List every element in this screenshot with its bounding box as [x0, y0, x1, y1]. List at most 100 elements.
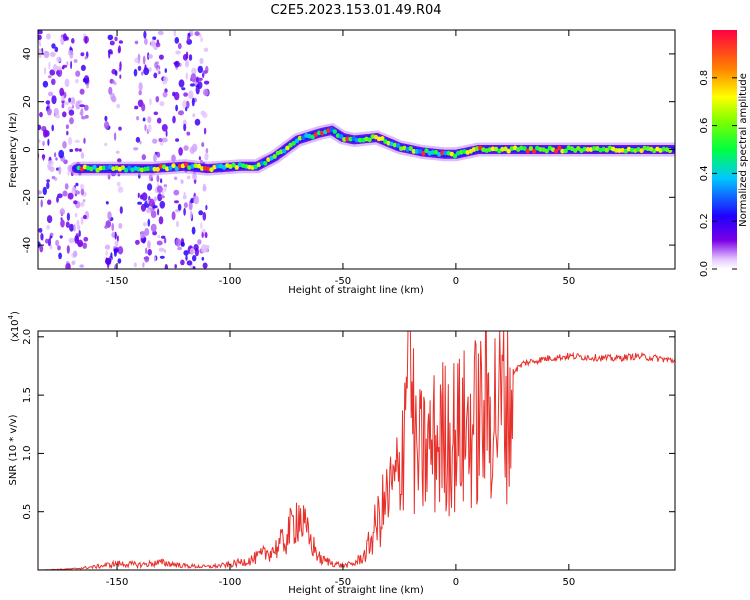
spectrogram-noise-cell: [200, 244, 207, 254]
spectrogram-noise-cell: [183, 92, 189, 97]
spectrogram-noise-cell: [74, 78, 79, 84]
spectrogram-noise-cell: [135, 239, 140, 245]
spectrogram-noise-cell: [107, 211, 112, 220]
spectrogram-ridge-cell: [152, 166, 157, 172]
spectrogram-ridge-cell: [645, 146, 651, 152]
spectrogram-noise-cell: [140, 194, 143, 200]
spectrogram-ridge-cell: [146, 166, 151, 172]
spectrogram-noise-cell: [197, 77, 203, 82]
spectrogram-noise-cell: [46, 215, 53, 224]
spectrogram-noise-cell: [136, 116, 140, 121]
spectrogram-noise-cell: [201, 232, 204, 238]
spectrogram-noise-cell: [183, 123, 187, 132]
spectrogram-noise-cell: [202, 88, 209, 96]
spectrogram-noise-cell: [80, 188, 85, 196]
spectrogram-noise-cell: [191, 226, 196, 235]
spectrogram-ridge-cell: [522, 146, 527, 152]
spectrogram-noise-cell: [42, 129, 48, 138]
spectrogram-x-tick-label: 50: [562, 276, 575, 287]
spectrogram-noise-cell: [192, 266, 196, 269]
spectrogram-noise-cell: [42, 154, 45, 161]
spectrogram-ridge-cell: [563, 148, 568, 154]
spectrogram-ridge-cell: [639, 148, 644, 154]
spectrogram-noise-cell: [160, 178, 163, 184]
spectrogram-noise-cell: [203, 127, 207, 135]
spectrogram-noise-cell: [191, 143, 198, 152]
spectrogram-noise-cell: [190, 197, 195, 204]
spectrogram-noise-cell: [193, 244, 199, 251]
spectrogram-y-tick-label: -40: [22, 237, 33, 253]
spectrogram-noise-cell: [205, 148, 209, 154]
spectrogram-noise-cell: [79, 264, 85, 268]
spectrogram-noise-cell: [74, 139, 80, 143]
spectrogram-ridge-cell: [285, 145, 290, 151]
spectrogram-noise-cell: [65, 263, 71, 269]
spectrogram-noise-cell: [186, 260, 193, 266]
spectrogram-noise-cell: [161, 137, 168, 143]
spectrogram-ridge-cell: [123, 167, 129, 173]
spectrogram-noise-cell: [192, 113, 196, 118]
spectrogram-noise-cell: [104, 115, 108, 122]
spectrogram-noise-cell: [178, 79, 185, 88]
spectrogram-noise-cell: [141, 154, 146, 161]
spectrogram-noise-cell: [68, 97, 71, 103]
spectrogram-noise-cell: [163, 249, 167, 253]
spectrogram-noise-cell: [147, 240, 151, 249]
spectrogram-y-axis-label: Frequency (Hz): [8, 112, 19, 188]
spectrogram-ridge-cell: [263, 160, 268, 166]
snr-x-tick-label: 0: [453, 577, 459, 588]
spectrogram-noise-cell: [164, 68, 167, 73]
spectrogram-noise-cell: [119, 61, 122, 71]
colorbar-tick-label: 0.8: [699, 70, 710, 86]
snr-x-tick-label: 50: [562, 577, 575, 588]
spectrogram-noise-cell: [134, 105, 139, 110]
snr-x-tick-label: -100: [219, 577, 242, 588]
spectrogram-noise-cell: [40, 199, 43, 208]
spectrogram-ridge-cell: [338, 134, 344, 139]
snr-y-tick-label: 1.5: [22, 387, 33, 403]
spectrogram-ridge-cell: [171, 163, 176, 169]
spectrogram-noise-cell: [199, 57, 204, 65]
spectrogram-ridge-cell: [414, 149, 420, 154]
spectrogram-noise-cell: [51, 175, 56, 180]
spectrogram-ridge-cell: [161, 164, 167, 170]
spectrogram-noise-cell: [159, 200, 166, 209]
spectrogram-noise-cell: [177, 203, 182, 211]
spectrogram-ridge-cell: [617, 148, 622, 153]
spectrogram-noise-cell: [81, 116, 86, 120]
spectrogram-noise-cell: [111, 223, 114, 232]
spectrogram-noise-cell: [177, 246, 183, 251]
spectrogram-noise-cell: [188, 201, 193, 211]
spectrogram-noise-cell: [194, 31, 200, 36]
spectrogram-noise-cell: [141, 192, 148, 201]
spectrogram-noise-cell: [63, 101, 70, 106]
snr-panel: -150 -100 -50 0 50 0.5 1.0 1.5 2.0 Height of st…: [7, 311, 676, 596]
spectrogram-noise-cell: [191, 173, 198, 181]
chart-title: C2E5.2023.153.01.49.R04: [270, 3, 441, 18]
spectrogram-noise-cell: [84, 55, 88, 60]
spectrogram-noise-cell: [201, 142, 205, 148]
spectrogram-noise-cell: [47, 138, 50, 146]
spectrogram-noise-cell: [150, 39, 156, 48]
spectrogram-noise-cell: [177, 43, 182, 50]
spectrogram-noise-cell: [133, 68, 138, 77]
spectrogram-noise-cell: [114, 36, 118, 42]
spectrogram-noise-cell: [46, 224, 50, 230]
spectrogram-y-tick-label: 20: [22, 95, 33, 108]
spectrogram-noise-cell: [155, 42, 161, 48]
spectrogram-noise-cell: [85, 36, 88, 45]
spectrogram-noise-cell: [38, 34, 42, 40]
spectrogram-ridge-cell: [92, 164, 97, 170]
spectrogram-noise-cell: [49, 51, 56, 58]
snr-x-axis-label: Height of straight line (km): [288, 585, 424, 596]
spectrogram-noise-cell: [47, 238, 52, 247]
spectrogram-noise-cell: [48, 160, 54, 167]
spectrogram-noise-cell: [80, 108, 84, 117]
spectrogram-noise-cell: [183, 191, 186, 199]
spectrogram-noise-cell: [159, 255, 165, 259]
colorbar-tick-label: 0.0: [699, 261, 710, 277]
spectrogram-noise-cell: [116, 181, 121, 187]
spectrogram-noise-cell: [61, 95, 65, 102]
spectrogram-noise-cell: [159, 101, 165, 107]
spectrogram-noise-cell: [135, 136, 141, 143]
